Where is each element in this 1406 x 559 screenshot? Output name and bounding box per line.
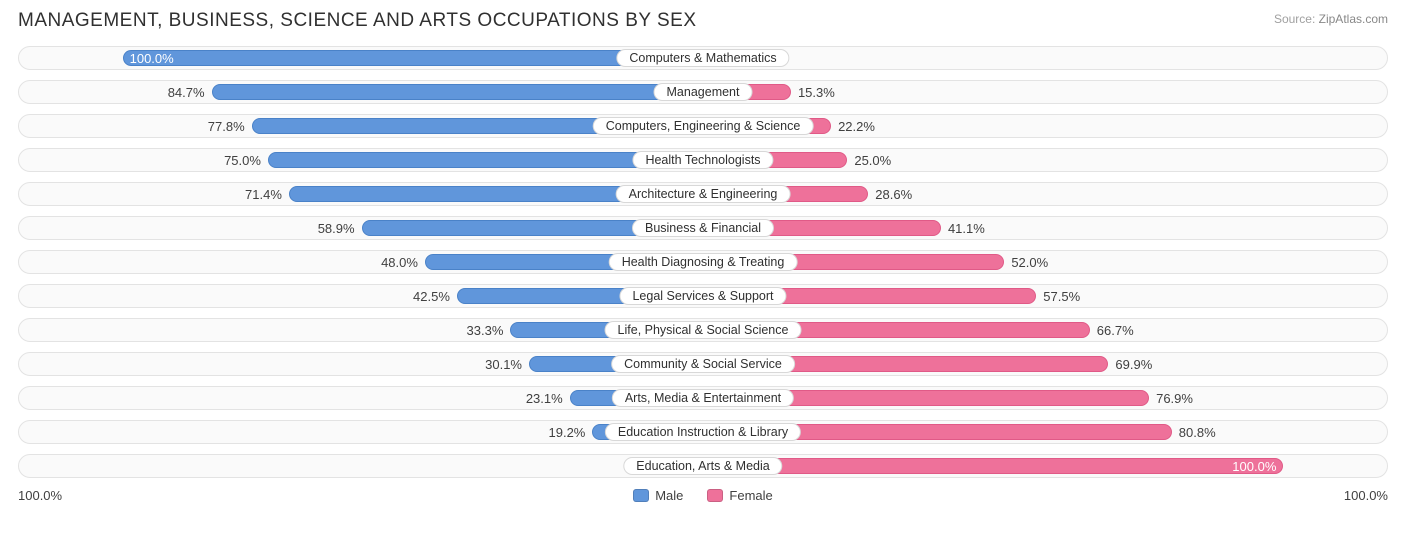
legend-swatch-female <box>707 489 723 502</box>
female-half: 66.7% <box>703 319 1387 341</box>
male-half: 23.1% <box>19 387 703 409</box>
female-value: 22.2% <box>838 119 875 134</box>
female-value: 15.3% <box>798 85 835 100</box>
male-half: 19.2% <box>19 421 703 443</box>
male-value: 58.9% <box>318 221 355 236</box>
female-half: 41.1% <box>703 217 1387 239</box>
female-value: 57.5% <box>1043 289 1080 304</box>
category-label: Legal Services & Support <box>619 287 786 305</box>
male-value: 33.3% <box>467 323 504 338</box>
chart-legend: Male Female <box>633 488 773 503</box>
category-label: Computers, Engineering & Science <box>593 117 814 135</box>
female-value: 100.0% <box>1232 459 1276 474</box>
male-value: 100.0% <box>130 51 174 66</box>
category-label: Business & Financial <box>632 219 774 237</box>
category-label: Life, Physical & Social Science <box>605 321 802 339</box>
female-value: 69.9% <box>1115 357 1152 372</box>
category-label: Architecture & Engineering <box>616 185 791 203</box>
male-half: 84.7% <box>19 81 703 103</box>
chart-row: 77.8% 22.2% Computers, Engineering & Scien… <box>18 114 1388 138</box>
category-label: Health Technologists <box>632 151 773 169</box>
category-label: Community & Social Service <box>611 355 795 373</box>
female-half: 28.6% <box>703 183 1387 205</box>
legend-label-female: Female <box>729 488 772 503</box>
female-value: 28.6% <box>875 187 912 202</box>
female-half: 25.0% <box>703 149 1387 171</box>
chart-row: 42.5% 57.5% Legal Services & Support <box>18 284 1388 308</box>
category-label: Computers & Mathematics <box>616 49 789 67</box>
legend-item-female: Female <box>707 488 772 503</box>
chart-row: 0.0% 100.0% Education, Arts & Media <box>18 454 1388 478</box>
legend-swatch-male <box>633 489 649 502</box>
male-half: 58.9% <box>19 217 703 239</box>
female-half: 57.5% <box>703 285 1387 307</box>
female-half: 52.0% <box>703 251 1387 273</box>
category-label: Management <box>654 83 753 101</box>
chart-row: 30.1% 69.9% Community & Social Service <box>18 352 1388 376</box>
male-value: 42.5% <box>413 289 450 304</box>
male-value: 48.0% <box>381 255 418 270</box>
category-label: Education, Arts & Media <box>623 457 782 475</box>
chart-source: Source: ZipAtlas.com <box>1274 10 1388 26</box>
chart-row: 23.1% 76.9% Arts, Media & Entertainment <box>18 386 1388 410</box>
male-half: 48.0% <box>19 251 703 273</box>
female-half: 0.0% <box>703 47 1387 69</box>
female-half: 80.8% <box>703 421 1387 443</box>
male-value: 30.1% <box>485 357 522 372</box>
female-value: 25.0% <box>854 153 891 168</box>
axis-left-label: 100.0% <box>18 488 62 503</box>
chart-header: MANAGEMENT, BUSINESS, SCIENCE AND ARTS O… <box>18 10 1388 32</box>
male-half: 71.4% <box>19 183 703 205</box>
male-bar: 84.7% <box>212 84 704 100</box>
male-value: 84.7% <box>168 85 205 100</box>
legend-label-male: Male <box>655 488 683 503</box>
male-value: 75.0% <box>224 153 261 168</box>
female-half: 15.3% <box>703 81 1387 103</box>
chart-row: 58.9% 41.1% Business & Financial <box>18 216 1388 240</box>
category-label: Health Diagnosing & Treating <box>609 253 798 271</box>
female-value: 41.1% <box>948 221 985 236</box>
female-half: 76.9% <box>703 387 1387 409</box>
male-value: 71.4% <box>245 187 282 202</box>
category-label: Arts, Media & Entertainment <box>612 389 794 407</box>
male-half: 100.0% <box>19 47 703 69</box>
chart-row: 33.3% 66.7% Life, Physical & Social Scienc… <box>18 318 1388 342</box>
male-value: 19.2% <box>549 425 586 440</box>
chart-row: 19.2% 80.8% Education Instruction & Librar… <box>18 420 1388 444</box>
chart-title: MANAGEMENT, BUSINESS, SCIENCE AND ARTS O… <box>18 10 697 32</box>
male-value: 23.1% <box>526 391 563 406</box>
male-half: 0.0% <box>19 455 703 477</box>
source-label: Source: <box>1274 12 1315 26</box>
chart-axis: 100.0% Male Female 100.0% <box>18 488 1388 503</box>
chart-row: 75.0% 25.0% Health Technologists <box>18 148 1388 172</box>
male-half: 42.5% <box>19 285 703 307</box>
female-value: 76.9% <box>1156 391 1193 406</box>
category-label: Education Instruction & Library <box>605 423 801 441</box>
female-value: 52.0% <box>1011 255 1048 270</box>
occupation-chart: 100.0%0.0%Computers & Mathematics84.7%15… <box>18 46 1388 478</box>
chart-row: 100.0% 0.0%Computers & Mathematics <box>18 46 1388 70</box>
male-half: 33.3% <box>19 319 703 341</box>
female-value: 66.7% <box>1097 323 1134 338</box>
legend-item-male: Male <box>633 488 683 503</box>
male-half: 75.0% <box>19 149 703 171</box>
male-value: 77.8% <box>208 119 245 134</box>
axis-right-label: 100.0% <box>1344 488 1388 503</box>
chart-row: 71.4% 28.6% Architecture & Engineering <box>18 182 1388 206</box>
chart-row: 84.7% 15.3% Management <box>18 80 1388 104</box>
chart-row: 48.0% 52.0% Health Diagnosing & Treating <box>18 250 1388 274</box>
female-half: 69.9% <box>703 353 1387 375</box>
female-half: 100.0% <box>703 455 1387 477</box>
source-value: ZipAtlas.com <box>1319 12 1388 26</box>
female-bar: 100.0% <box>702 458 1283 474</box>
male-half: 30.1% <box>19 353 703 375</box>
female-value: 80.8% <box>1179 425 1216 440</box>
